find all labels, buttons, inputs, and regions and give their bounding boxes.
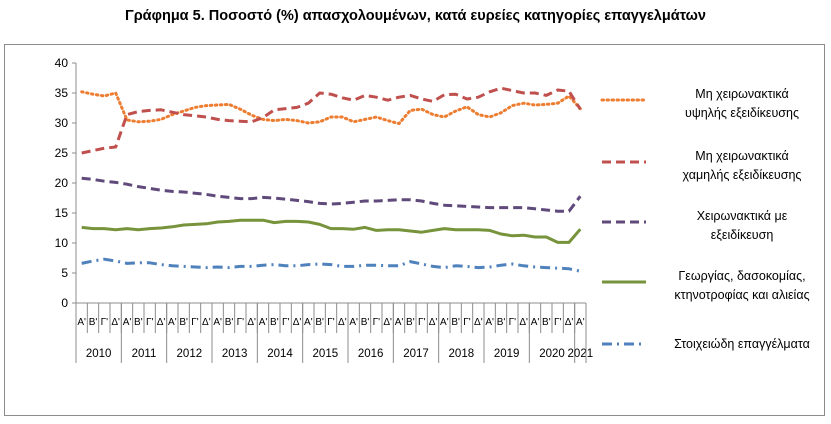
x-quarter-label: Β' bbox=[89, 317, 98, 328]
x-quarter-label: Α' bbox=[168, 317, 177, 328]
x-quarter-label: Γ' bbox=[101, 317, 109, 328]
x-quarter-label: Β' bbox=[134, 317, 143, 328]
x-quarter-label: Δ' bbox=[338, 317, 347, 328]
x-year-label: 2018 bbox=[449, 348, 475, 360]
legend-label-4: κτηνοτροφίας και αλιείας bbox=[674, 288, 809, 302]
x-quarter-label: Β' bbox=[497, 317, 506, 328]
x-quarter-label: Δ' bbox=[429, 317, 438, 328]
x-year-label: 2021 bbox=[568, 348, 594, 360]
x-quarter-label: Δ' bbox=[474, 317, 483, 328]
x-year-label: 2011 bbox=[132, 348, 157, 360]
legend-label-5: Στοιχειώδη επαγγέλματα bbox=[674, 337, 810, 351]
series-line-4 bbox=[81, 218, 582, 244]
x-quarter-label: Β' bbox=[225, 317, 234, 328]
x-quarter-label: Β' bbox=[361, 317, 370, 328]
legend-label-2: χαμηλής εξειδίκευσης bbox=[683, 168, 802, 182]
legend-label-3: εξειδίκευση bbox=[711, 228, 774, 242]
x-quarter-label: Δ' bbox=[383, 317, 392, 328]
x-quarter-label: Γ' bbox=[191, 317, 199, 328]
x-year-label: 2010 bbox=[86, 348, 112, 360]
x-quarter-label: Α' bbox=[304, 317, 313, 328]
x-year-label: 2015 bbox=[313, 348, 339, 360]
series-line-1 bbox=[80, 90, 582, 126]
x-year-label: 2012 bbox=[177, 348, 203, 360]
y-tick-label: 20 bbox=[55, 176, 69, 190]
x-quarter-label: Γ' bbox=[509, 317, 517, 328]
x-quarter-label: Β' bbox=[179, 317, 188, 328]
x-quarter-label: Δ' bbox=[293, 317, 302, 328]
chart-frame bbox=[4, 44, 825, 416]
y-tick-label: 5 bbox=[61, 266, 68, 280]
x-year-label: 2017 bbox=[403, 348, 429, 360]
y-tick-label: 10 bbox=[55, 236, 69, 250]
series-line-5 bbox=[81, 257, 581, 273]
y-tick-label: 0 bbox=[61, 296, 68, 310]
x-year-label: 2016 bbox=[358, 348, 384, 360]
x-year-label: 2019 bbox=[494, 348, 520, 360]
x-quarter-label: Γ' bbox=[554, 317, 562, 328]
x-quarter-label: Δ' bbox=[202, 317, 211, 328]
legend-label-1: Μη χειρωνακτικά bbox=[695, 87, 788, 101]
x-quarter-label: Γ' bbox=[282, 317, 290, 328]
legend-label-3: Χειρωνακτικά με bbox=[697, 209, 788, 223]
x-quarter-label: Α' bbox=[576, 317, 585, 328]
x-quarter-label: Β' bbox=[406, 317, 415, 328]
x-quarter-label: Γ' bbox=[327, 317, 335, 328]
y-tick-label: 40 bbox=[55, 56, 69, 70]
y-tick-label: 35 bbox=[55, 86, 69, 100]
x-quarter-label: Α' bbox=[213, 317, 222, 328]
x-quarter-label: Γ' bbox=[463, 317, 471, 328]
x-quarter-label: Δ' bbox=[565, 317, 574, 328]
x-quarter-label: Δ' bbox=[111, 317, 120, 328]
x-quarter-label: Α' bbox=[259, 317, 268, 328]
x-quarter-label: Δ' bbox=[247, 317, 256, 328]
series-line-2 bbox=[81, 86, 582, 155]
x-quarter-label: Α' bbox=[531, 317, 540, 328]
x-quarter-label: Α' bbox=[485, 317, 494, 328]
x-quarter-label: Β' bbox=[451, 317, 460, 328]
x-year-label: 2013 bbox=[222, 348, 248, 360]
x-quarter-label: Δ' bbox=[519, 317, 528, 328]
legend-label-2: Μη χειρωνακτικά bbox=[695, 149, 788, 163]
x-quarter-label: Α' bbox=[395, 317, 404, 328]
x-quarter-label: Δ' bbox=[157, 317, 166, 328]
x-quarter-label: Β' bbox=[270, 317, 279, 328]
x-quarter-label: Β' bbox=[315, 317, 324, 328]
legend-label-1: υψηλής εξειδίκευσης bbox=[685, 106, 799, 120]
series-line-3 bbox=[81, 176, 582, 213]
x-quarter-label: Α' bbox=[77, 317, 86, 328]
x-quarter-label: Γ' bbox=[146, 317, 154, 328]
x-quarter-label: Γ' bbox=[237, 317, 245, 328]
x-quarter-label: Α' bbox=[349, 317, 358, 328]
y-tick-label: 25 bbox=[55, 146, 69, 160]
x-quarter-label: Γ' bbox=[373, 317, 381, 328]
legend-label-4: Γεωργίας, δασοκομίας, bbox=[678, 269, 805, 283]
y-tick-label: 15 bbox=[55, 206, 69, 220]
x-quarter-label: Β' bbox=[542, 317, 551, 328]
x-quarter-label: Α' bbox=[123, 317, 132, 328]
y-tick-label: 30 bbox=[55, 116, 69, 130]
x-quarter-label: Γ' bbox=[418, 317, 426, 328]
x-year-label: 2020 bbox=[539, 348, 565, 360]
x-year-label: 2014 bbox=[267, 348, 293, 360]
x-quarter-label: Α' bbox=[440, 317, 449, 328]
chart-title: Γράφημα 5. Ποσοστό (%) απασχολουμένων, κ… bbox=[124, 8, 706, 24]
